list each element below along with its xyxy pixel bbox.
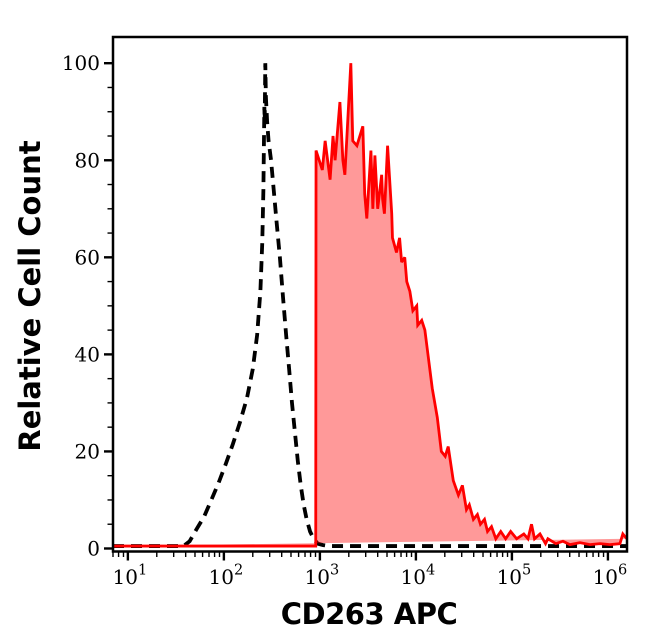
x-tick-label: 104	[401, 563, 436, 590]
y-axis-title: Relative Cell Count	[13, 140, 47, 452]
x-tick-label: 102	[209, 563, 244, 590]
y-tick-label: 20	[75, 439, 100, 463]
x-tick-label: 105	[497, 563, 532, 590]
axes-box	[111, 35, 629, 553]
y-tick-label: 80	[75, 148, 100, 172]
x-tick-label: 106	[593, 563, 628, 590]
x-tick-label: 103	[305, 563, 340, 590]
series-layer	[113, 63, 627, 548]
x-tick-label: 101	[113, 563, 148, 590]
y-tick-label: 0	[87, 536, 100, 560]
cd263-apc-stained-fill	[113, 63, 627, 547]
x-axis-title: CD263 APC	[280, 597, 458, 631]
cd263-apc-stained-curve	[113, 63, 627, 548]
negative-control-dashed-curve	[113, 63, 627, 548]
y-tick-label: 40	[75, 342, 100, 366]
y-tick-label: 100	[62, 51, 100, 75]
y-tick-label: 60	[75, 245, 100, 269]
